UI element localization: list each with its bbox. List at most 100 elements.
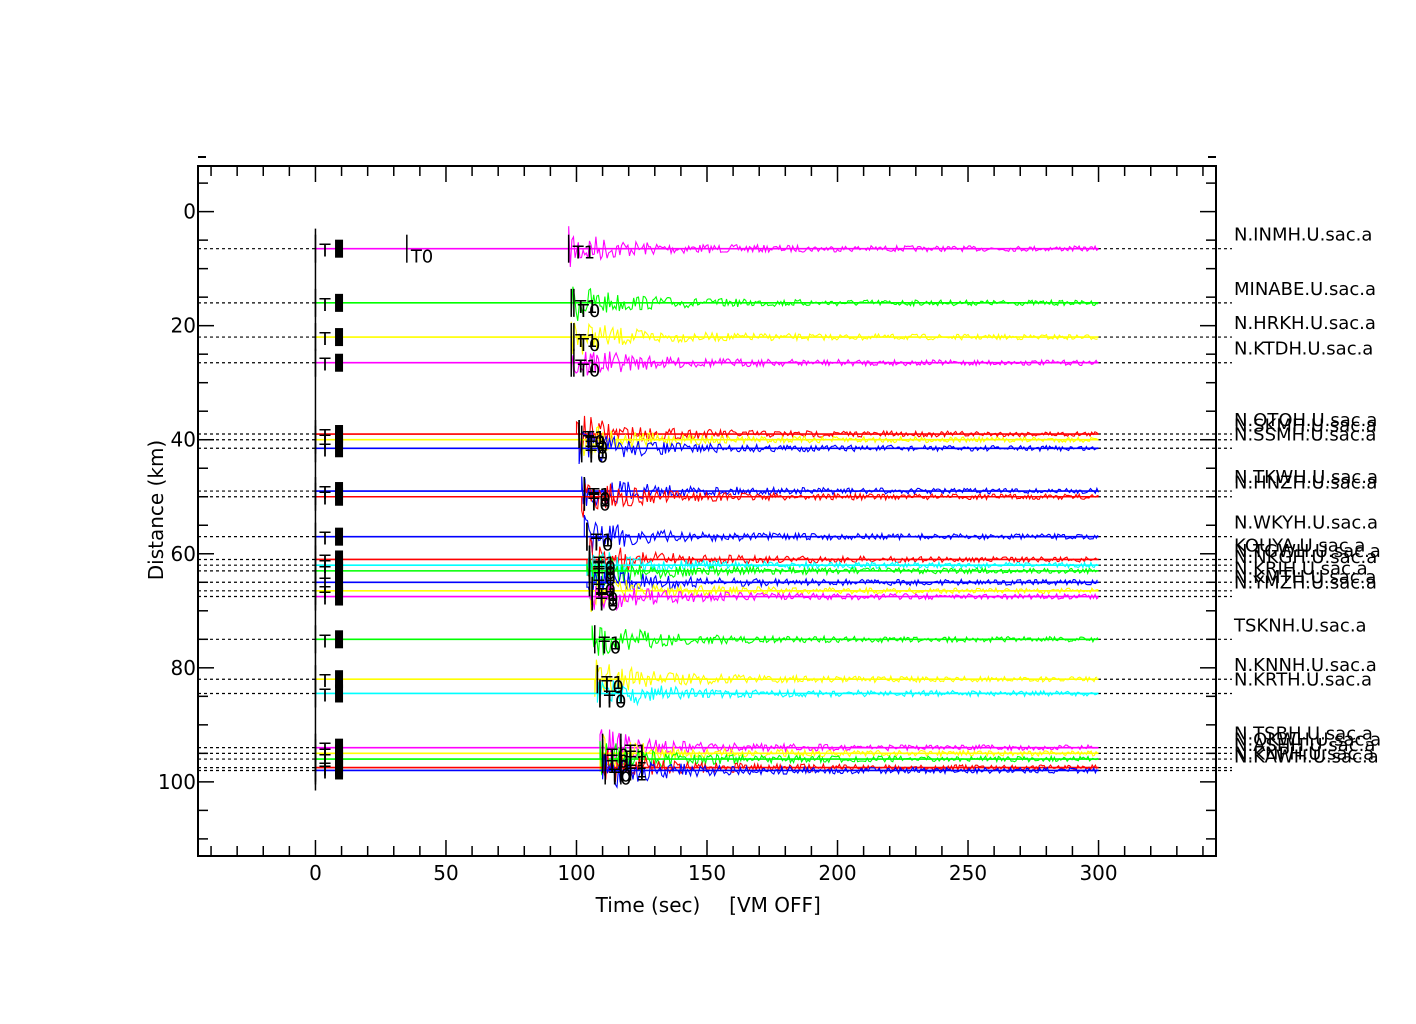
station-label: N.KAWH.U.sac.a: [1234, 746, 1379, 767]
pick-label: T: [318, 589, 331, 610]
station-label: N.WKYH.U.sac.a: [1234, 513, 1378, 534]
pick-label: T: [318, 440, 331, 461]
t0-label: T0: [608, 766, 631, 787]
seismic-trace: [315, 570, 1098, 600]
x-tick-label: 50: [433, 861, 458, 885]
pick-label: T: [318, 563, 331, 584]
t1-label: T1: [593, 565, 616, 586]
pick-block: [335, 684, 344, 703]
station-label: N.KNPH.U.sac.a: [1234, 744, 1374, 765]
t0-label: T0: [593, 580, 616, 601]
t1-label: T1: [603, 687, 626, 708]
station-label: N.YMZH.U.sac.a: [1234, 573, 1377, 594]
station-label: MINABE.U.sac.a: [1234, 279, 1376, 300]
t0-label: T0: [606, 757, 629, 778]
t0-label: T0: [593, 563, 616, 584]
seismic-trace: [315, 430, 1098, 465]
pick-block: [335, 328, 344, 347]
pick-label: T: [318, 355, 331, 376]
pick-label: T: [318, 295, 331, 316]
pick-block: [335, 630, 344, 649]
t1-label: T1: [587, 485, 610, 506]
station-label: N.ASHH.U.sac.a: [1234, 735, 1375, 756]
t0-label: T0: [598, 637, 621, 658]
x-tick-label: 100: [557, 861, 595, 885]
t0-label: T0: [585, 446, 608, 467]
t0-label: T0: [606, 751, 629, 772]
t1-label: T1: [574, 357, 597, 378]
station-label: KOUYA.U.sac.a: [1234, 535, 1365, 556]
t1-label: T1: [593, 576, 616, 597]
pick-label: T: [318, 745, 331, 766]
station-label: N.HRKH.U.sac.a: [1234, 313, 1376, 334]
plot-frame: [197, 165, 1217, 857]
seismic-trace: [315, 226, 1099, 268]
t0-label: T0: [608, 768, 631, 789]
pick-label: T: [318, 557, 331, 578]
pick-block: [335, 353, 344, 372]
x-tick-label: 200: [818, 861, 856, 885]
x-tick-label: 150: [688, 861, 726, 885]
seismic-trace: [315, 514, 1099, 553]
t0-label: T0: [593, 569, 616, 590]
station-label: N.KMTH.U.sac.a: [1234, 567, 1376, 588]
station-label: N.NKGH.U.sac.a: [1234, 547, 1377, 568]
t0-label: T0: [587, 495, 610, 516]
pick-block: [335, 761, 344, 780]
seismic-trace: [315, 286, 1098, 321]
pick-block: [335, 561, 344, 580]
t1-label: T1: [595, 585, 618, 606]
pick-label: T: [318, 329, 331, 350]
pick-label: T: [318, 685, 331, 706]
pick-label: T: [318, 671, 331, 692]
y-tick-label: 80: [171, 656, 196, 680]
pick-block: [335, 293, 344, 312]
x-tick-label: 250: [949, 861, 987, 885]
t0-label: T0: [603, 691, 626, 712]
station-label: N.OTOH.U.sac.a: [1234, 410, 1377, 431]
label-group: N.INMH.U.sac.a MINABE.U.sac.a N.HRKH.U.sac…: [1233, 225, 1381, 768]
t0-label: T0: [410, 247, 433, 268]
station-label: N.INMH.U.sac.a: [1234, 225, 1372, 246]
x-tick-label: 0: [309, 861, 322, 885]
pick-label: T: [318, 760, 331, 781]
pick-block: [335, 527, 344, 546]
t1-label: T1: [590, 531, 613, 552]
y-tick-label: 60: [171, 542, 196, 566]
t1-label: T1: [574, 331, 597, 352]
t1-label: T1: [595, 591, 618, 612]
pick-label: T: [318, 583, 331, 604]
station-label: N.KNNH.U.sac.a: [1234, 655, 1377, 676]
t1-label: T1: [624, 762, 647, 783]
t0-label: T0: [600, 677, 623, 698]
t0-label: T0: [585, 438, 608, 459]
t1-label: T1: [624, 747, 647, 768]
seismic-trace: [315, 625, 1099, 656]
y-axis-title: Distance (km): [144, 440, 168, 580]
pick-block: [335, 239, 344, 258]
seismic-trace: [315, 482, 1099, 518]
station-label: N.KTDH.U.sac.a: [1234, 339, 1373, 360]
t1-label: T1: [585, 434, 608, 455]
pick-block: [335, 487, 344, 506]
pick-label: T: [318, 762, 331, 783]
seismic-trace: [315, 741, 1098, 776]
pick-label: T: [318, 483, 331, 504]
trace-group: [198, 226, 1232, 789]
t0-label: T0: [595, 589, 618, 610]
t1-label: T1: [572, 243, 595, 264]
pick-label: T: [318, 489, 331, 510]
pick-label: T: [318, 751, 331, 772]
station-label: N.SKMH.U.sac.a: [1234, 416, 1377, 437]
seismic-trace: [315, 680, 1099, 707]
pick-label: T: [318, 432, 331, 453]
station-label: N.TSBH.U.sac.a: [1234, 724, 1373, 745]
t1-label: T1: [593, 553, 616, 574]
seismic-trace: [315, 551, 1098, 581]
x-axis-annotation: [VM OFF]: [729, 893, 821, 917]
station-label: N.HNZH.U.sac.a: [1234, 473, 1377, 494]
t0-label: T0: [593, 557, 616, 578]
station-label: N.TKWH.U.sac.a: [1234, 467, 1378, 488]
pick-label: T: [318, 740, 331, 761]
